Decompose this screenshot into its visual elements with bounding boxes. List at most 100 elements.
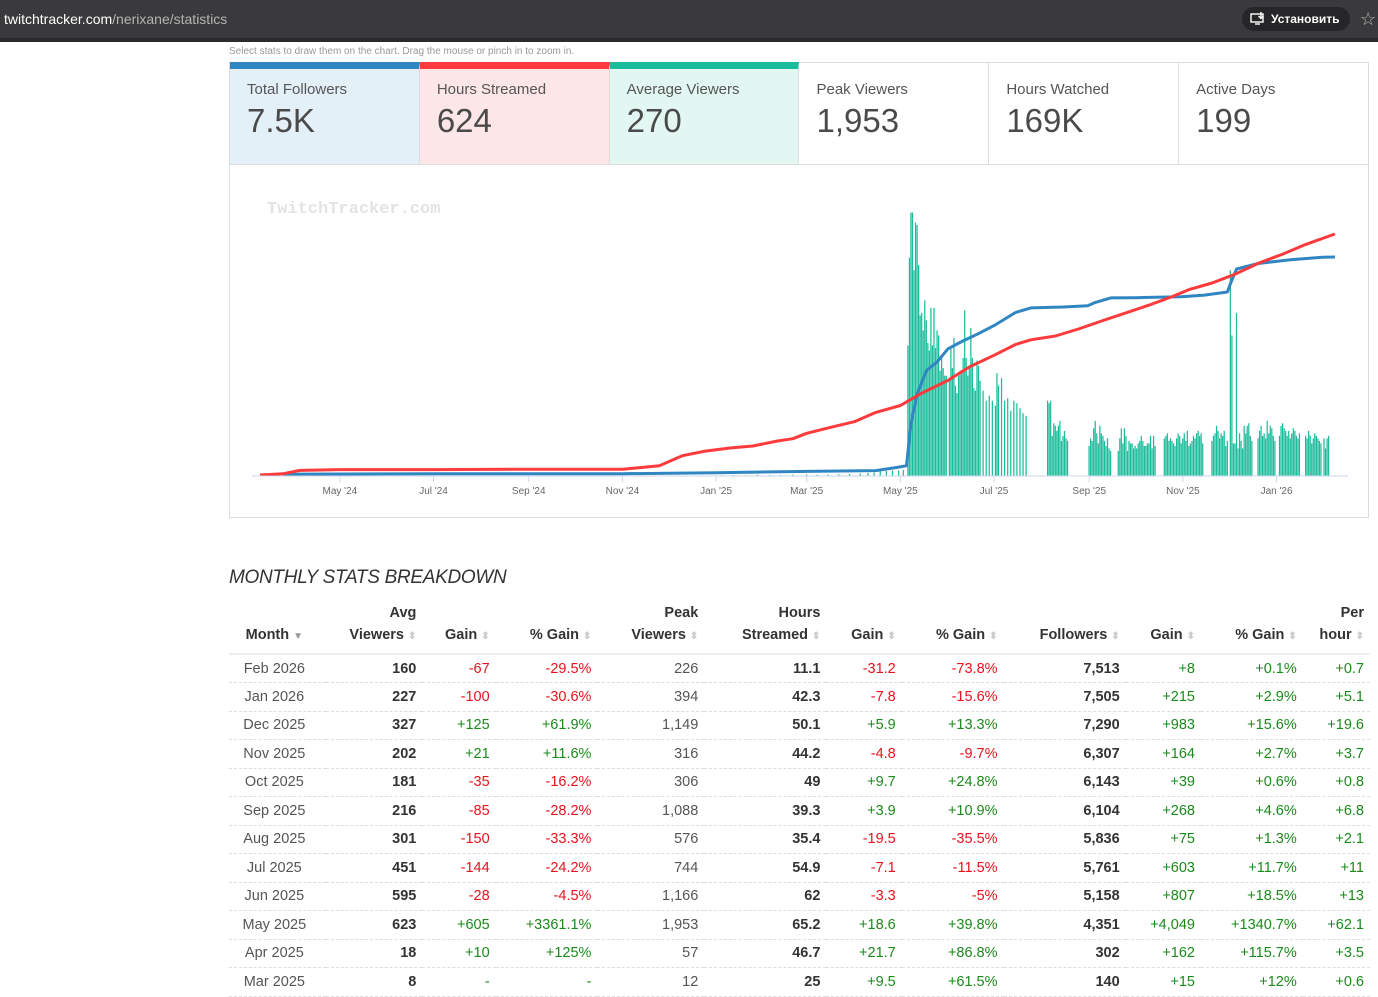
viewer-bar[interactable] xyxy=(1323,438,1325,476)
viewer-bar[interactable] xyxy=(997,385,1000,476)
sort-icon[interactable]: ⬍ xyxy=(583,631,592,642)
viewer-bar[interactable] xyxy=(1195,433,1198,476)
stat-hours-streamed[interactable]: Hours Streamed 624 xyxy=(419,62,610,164)
column-header-followers-gain[interactable]: Gain ⬍ xyxy=(1125,602,1201,655)
sort-icon[interactable]: ⬍ xyxy=(1111,631,1120,642)
viewer-bar[interactable] xyxy=(1137,443,1139,476)
sort-icon[interactable]: ⬍ xyxy=(989,631,998,642)
viewer-bar[interactable] xyxy=(956,393,958,476)
viewer-bar[interactable] xyxy=(931,345,934,476)
viewer-bar[interactable] xyxy=(902,469,904,476)
viewer-bar[interactable] xyxy=(1288,430,1290,476)
viewer-bar[interactable] xyxy=(1268,433,1270,476)
viewer-bar[interactable] xyxy=(1102,435,1104,476)
viewer-bar[interactable] xyxy=(950,348,952,476)
viewer-bar[interactable] xyxy=(924,300,926,476)
viewer-bar[interactable] xyxy=(1122,443,1124,476)
viewer-bar[interactable] xyxy=(1215,425,1218,476)
viewer-bar[interactable] xyxy=(1140,435,1142,476)
viewer-bar[interactable] xyxy=(1022,413,1024,476)
viewer-bar[interactable] xyxy=(985,400,987,476)
viewer-bar[interactable] xyxy=(1065,438,1067,476)
viewer-bar[interactable] xyxy=(1274,440,1276,476)
viewer-bar[interactable] xyxy=(968,365,970,476)
stat-total-followers[interactable]: Total Followers 7.5K xyxy=(230,62,420,164)
viewer-bar[interactable] xyxy=(769,474,771,476)
column-header-peak-viewers[interactable]: Peak Viewers ⬍ xyxy=(597,602,705,655)
viewer-bar[interactable] xyxy=(848,473,851,476)
viewer-bar[interactable] xyxy=(979,380,981,476)
viewer-bar[interactable] xyxy=(1151,448,1153,476)
viewer-bar[interactable] xyxy=(1125,435,1127,476)
hours-streamed-line[interactable] xyxy=(259,232,1336,477)
column-header-hours-streamed[interactable]: Hours Streamed ⬍ xyxy=(704,602,827,655)
viewer-bar[interactable] xyxy=(925,320,927,476)
viewer-bar[interactable] xyxy=(976,360,978,476)
viewer-bar[interactable] xyxy=(1232,443,1235,476)
viewer-bar[interactable] xyxy=(1314,433,1316,476)
viewer-bar[interactable] xyxy=(1272,435,1274,476)
viewer-bar[interactable] xyxy=(891,470,894,476)
viewer-bar[interactable] xyxy=(1179,435,1181,476)
stat-peak-viewers[interactable]: Peak Viewers 1,953 xyxy=(799,62,990,164)
viewer-bar[interactable] xyxy=(907,345,909,476)
sort-icon[interactable]: ⬍ xyxy=(1288,631,1297,642)
viewer-bar[interactable] xyxy=(1175,438,1178,476)
viewer-bar[interactable] xyxy=(1306,438,1308,476)
viewer-bar[interactable] xyxy=(1257,438,1259,476)
viewer-bar[interactable] xyxy=(1222,435,1224,476)
sort-icon[interactable]: ⬍ xyxy=(1355,631,1364,642)
viewer-bar[interactable] xyxy=(964,310,966,476)
viewer-bar[interactable] xyxy=(1183,433,1185,476)
viewer-bar[interactable] xyxy=(1309,435,1311,476)
viewer-bar[interactable] xyxy=(1165,435,1167,476)
viewer-bar[interactable] xyxy=(1286,435,1288,476)
viewer-bar[interactable] xyxy=(1152,435,1155,476)
stat-average-viewers[interactable]: Average Viewers 270 xyxy=(609,62,800,164)
viewer-bar[interactable] xyxy=(792,474,794,476)
sort-icon[interactable]: ⬍ xyxy=(887,631,896,642)
viewer-bar[interactable] xyxy=(1060,440,1063,476)
viewer-bar[interactable] xyxy=(994,405,997,476)
viewer-bar[interactable] xyxy=(988,395,990,476)
viewer-bar[interactable] xyxy=(1097,443,1099,476)
chart-svg[interactable]: TwitchTracker.com May '24 Jul '24 Sep '24 N… xyxy=(230,165,1370,518)
viewer-bar[interactable] xyxy=(1326,438,1328,476)
viewer-bar[interactable] xyxy=(1263,433,1265,476)
viewer-bar[interactable] xyxy=(1168,440,1170,476)
sort-icon[interactable]: ⬍ xyxy=(812,631,821,642)
viewer-bar[interactable] xyxy=(1312,438,1314,476)
viewer-bar[interactable] xyxy=(1199,435,1201,476)
viewer-bar[interactable] xyxy=(816,474,818,476)
viewer-bar[interactable] xyxy=(1119,438,1121,476)
viewer-bar[interactable] xyxy=(1200,433,1202,476)
viewer-bar[interactable] xyxy=(1054,425,1056,476)
viewer-bar[interactable] xyxy=(951,368,954,476)
viewer-bar[interactable] xyxy=(1237,448,1239,476)
viewer-bar[interactable] xyxy=(928,350,930,476)
viewer-bar[interactable] xyxy=(1281,423,1284,476)
viewer-bar[interactable] xyxy=(1269,425,1271,476)
viewer-bar[interactable] xyxy=(1103,440,1106,476)
viewer-bar[interactable] xyxy=(732,474,734,476)
viewer-bar[interactable] xyxy=(914,222,917,476)
viewer-bar[interactable] xyxy=(1051,435,1053,476)
column-header-followers[interactable]: Followers ⬍ xyxy=(1003,602,1126,655)
viewer-bar[interactable] xyxy=(1149,435,1152,476)
viewer-bar[interactable] xyxy=(879,471,881,476)
viewer-bar[interactable] xyxy=(1197,430,1199,476)
viewer-bar[interactable] xyxy=(937,335,940,476)
viewer-bar[interactable] xyxy=(965,358,967,476)
viewer-bar[interactable] xyxy=(1182,438,1184,476)
viewer-bar[interactable] xyxy=(971,358,973,476)
viewer-bar[interactable] xyxy=(982,390,984,476)
viewer-bar[interactable] xyxy=(1246,425,1248,476)
viewer-bar[interactable] xyxy=(1240,440,1242,476)
column-header-month[interactable]: Month ▼ xyxy=(229,602,326,655)
viewer-bar[interactable] xyxy=(1186,430,1188,476)
viewer-bar[interactable] xyxy=(1059,420,1061,476)
viewer-bar[interactable] xyxy=(1128,440,1130,476)
viewer-bar[interactable] xyxy=(1120,428,1122,476)
viewer-bar[interactable] xyxy=(944,375,946,476)
viewer-bar[interactable] xyxy=(1248,423,1250,476)
